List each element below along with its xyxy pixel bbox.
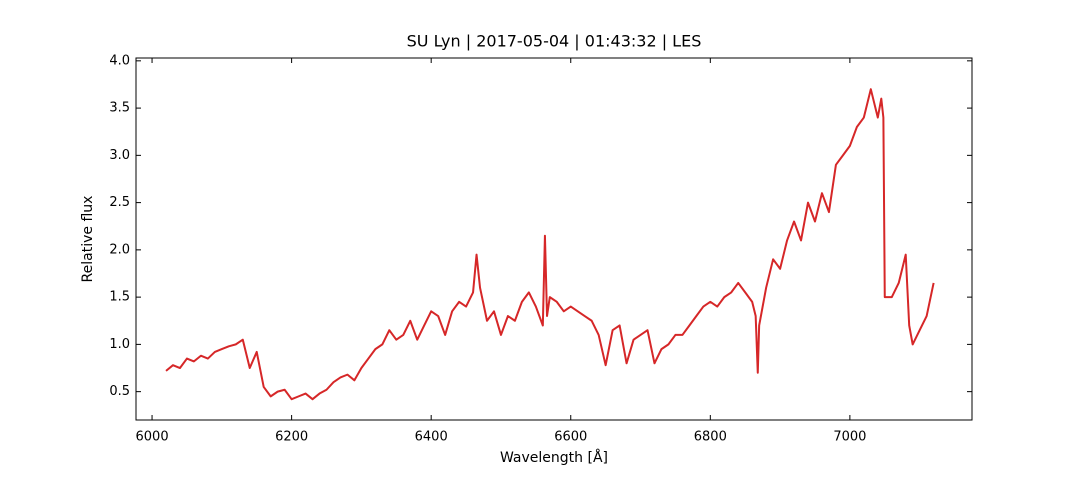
x-tick-label: 6400	[415, 430, 448, 445]
x-tick-label: 6600	[554, 430, 587, 445]
x-axis-label: Wavelength [Å]	[500, 449, 608, 466]
y-tick-label: 4.0	[109, 53, 130, 68]
y-tick-label: 1.0	[109, 337, 130, 352]
y-tick-label: 0.5	[109, 384, 130, 399]
y-axis-label: Relative flux	[80, 196, 96, 283]
y-tick-label: 3.0	[109, 148, 130, 163]
y-tick-label: 2.5	[109, 195, 130, 210]
chart-title: SU Lyn | 2017-05-04 | 01:43:32 | LES	[407, 32, 702, 51]
y-tick-label: 3.5	[109, 101, 130, 116]
x-tick-label: 6200	[275, 430, 308, 445]
y-tick-label: 2.0	[109, 242, 130, 257]
y-tick-label: 1.5	[109, 290, 130, 305]
x-tick-label: 6000	[136, 430, 169, 445]
x-tick-label: 7000	[833, 430, 866, 445]
plot-frame	[135, 57, 973, 421]
x-tick-label: 6800	[694, 430, 727, 445]
spectrum-line	[165, 88, 935, 401]
